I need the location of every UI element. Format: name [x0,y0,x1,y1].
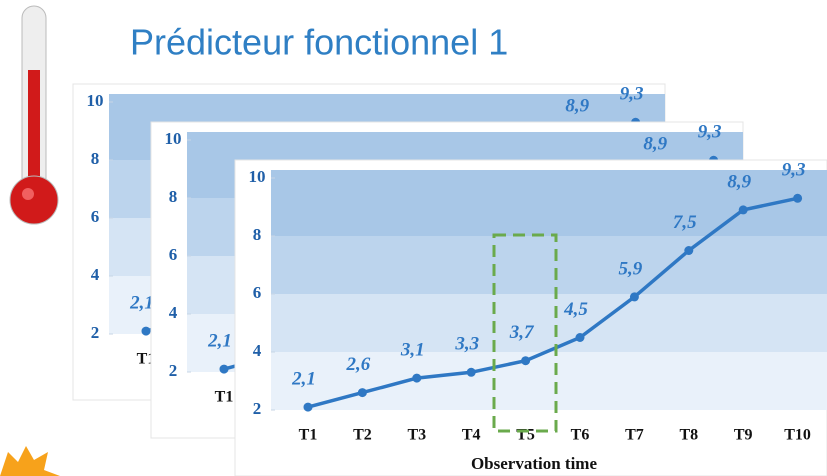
value-label: 4,5 [563,299,588,320]
highlight-box [492,233,558,433]
band [271,170,827,236]
x-tick-label: T4 [462,427,481,444]
value-label: 9,3 [782,160,806,181]
data-point [684,246,694,255]
y-tick-label: 10 [165,129,182,148]
value-label: 3,3 [454,334,479,355]
value-label: 3,1 [400,339,425,360]
x-tick-label: T5 [516,427,535,444]
y-tick-label: 4 [169,303,178,322]
value-label: 2,1 [207,330,232,351]
value-label: 2,6 [346,354,371,375]
charts: 2 4 6 8 10 T1 T2 T3 T4 T5 T6 T7 T8 T9 T10 Observation t… [72,83,827,476]
x-tick-label: T1 [299,427,318,444]
value-label: 5,9 [619,258,643,279]
value-label: 8,9 [565,95,589,116]
sun-icon [0,446,60,476]
value-label: 8,9 [643,133,667,154]
y-tick-label: 8 [91,149,100,168]
y-tick-label: 2 [169,361,178,380]
value-label: 7,5 [673,212,697,233]
band [271,294,827,352]
chart: 2 4 6 8 10 T1 T2 T3 T4 T5 T6 T7 T8 T9 T10 Observation t… [234,159,827,476]
value-label: 9,3 [698,122,722,143]
data-point [629,292,639,302]
x-tick-label: T10 [784,427,811,444]
x-tick-label: T9 [734,427,753,444]
data-point [357,388,367,398]
data-point [412,373,422,383]
y-tick-label: 4 [253,341,262,360]
y-tick-label: 8 [169,187,178,206]
slide-title: Prédicteur fonctionnel 1 [130,22,508,63]
y-tick-label: 8 [253,225,262,244]
y-tick-label: 6 [91,207,100,226]
y-tick-label: 6 [169,245,178,264]
y-tick-label: 10 [87,91,104,110]
x-tick-label: T1 [215,389,234,406]
data-point [793,193,803,203]
y-tick-label: 4 [91,265,100,284]
data-point [219,364,229,374]
x-tick-label: T6 [571,427,590,444]
value-label: 9,3 [620,84,644,105]
x-tick-label: T8 [679,427,698,444]
data-point [738,205,748,215]
data-point [141,326,151,336]
y-tick-label: 10 [249,167,266,186]
x-tick-label: T2 [353,427,372,444]
y-tick-label: 6 [253,283,262,302]
value-label: 2,1 [291,368,316,389]
value-label: 8,9 [727,171,751,192]
band [271,236,827,294]
x-tick-label: T7 [625,427,644,444]
y-tick-label: 2 [91,323,100,342]
y-tick-label: 2 [253,399,262,418]
data-point [575,333,585,342]
x-tick-label: T3 [407,427,426,444]
value-label: 3,7 [509,322,535,343]
data-line [307,196,798,409]
value-label: 2,1 [129,292,154,313]
data-point [521,356,531,366]
data-point [303,402,313,412]
data-point [466,367,476,377]
x-axis-label: Observation time [471,454,598,473]
thermometer-icon [9,5,59,225]
band [271,352,827,410]
